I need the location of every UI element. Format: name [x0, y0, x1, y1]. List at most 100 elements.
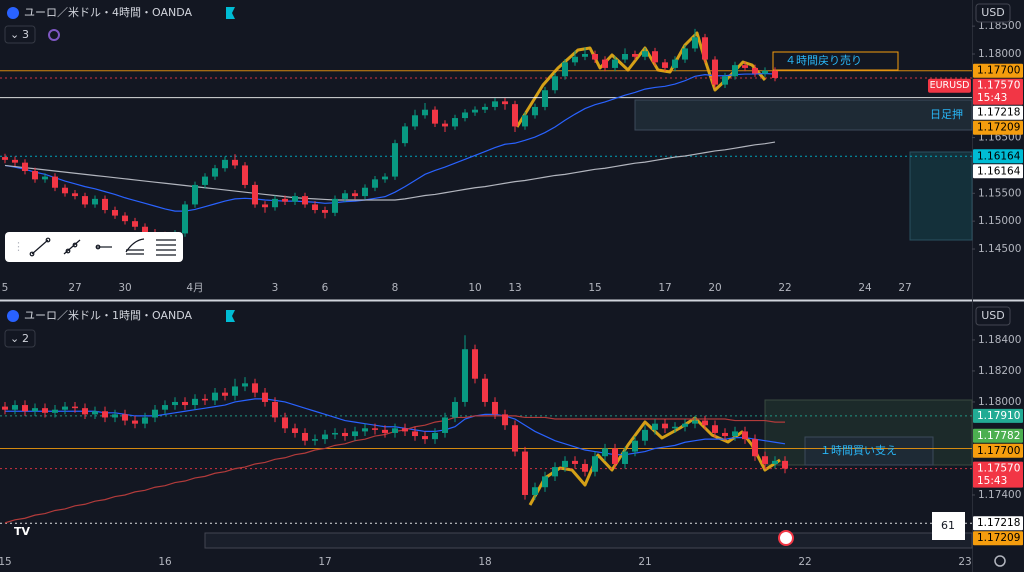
candle-body: [642, 429, 648, 441]
price-label-bg: [973, 461, 1023, 488]
candle-body: [422, 436, 428, 440]
candle-body: [132, 221, 138, 227]
price-label: 1.17782: [977, 430, 1020, 442]
candle-body: [522, 451, 528, 495]
price-label: 1.17910: [977, 410, 1020, 422]
candle-body: [352, 193, 358, 197]
x-tick-label: 27: [68, 282, 81, 294]
currency-label[interactable]: USD: [981, 6, 1005, 19]
candle-body: [672, 59, 678, 68]
fib-tool[interactable]: [125, 238, 145, 255]
candle-body: [52, 176, 58, 188]
candle-body: [362, 187, 368, 197]
candle-body: [422, 109, 428, 116]
indicator-toggle[interactable]: [4, 25, 36, 44]
currency-label[interactable]: USD: [981, 309, 1005, 322]
event-icon[interactable]: [778, 530, 794, 546]
trend-line-tool[interactable]: [29, 237, 51, 257]
candle-body: [472, 109, 478, 113]
y-tick-label: 1.18400: [978, 334, 1021, 346]
candle-body: [372, 179, 378, 188]
settings-icon[interactable]: [994, 555, 1006, 567]
candle-body: [532, 487, 538, 495]
price-label: 1.17218: [977, 107, 1020, 119]
parallel-tool[interactable]: [156, 239, 176, 256]
candle-body: [322, 434, 328, 440]
x-tick-label: 22: [778, 282, 791, 294]
y-tick-label: 1.17400: [978, 489, 1021, 501]
drag-handle[interactable]: ⋮: [13, 240, 24, 253]
candle-body: [152, 409, 158, 418]
candle-body: [772, 460, 778, 464]
candle-body: [292, 196, 298, 202]
x-tick-label: 30: [118, 282, 131, 294]
x-tick-label: 4月: [186, 282, 203, 294]
indicator-count[interactable]: 3: [22, 28, 29, 41]
candle-body: [612, 59, 618, 68]
candle-body: [442, 123, 448, 127]
candle-body: [342, 193, 348, 199]
candle-body: [52, 409, 58, 413]
candle-body: [512, 425, 518, 452]
annotation-box: [804, 436, 934, 466]
candle-body: [262, 392, 268, 402]
candle-body: [672, 426, 678, 429]
candle-body: [412, 115, 418, 127]
y-tick-label: 1.18200: [978, 365, 1021, 377]
price-label: 1.17700: [977, 65, 1020, 77]
y-tick-label: 1.15000: [978, 215, 1021, 227]
candle-body: [122, 215, 128, 222]
candle-body: [712, 425, 718, 433]
price-label-bg: [973, 63, 1023, 78]
candle-body: [322, 210, 328, 213]
currency-button[interactable]: [975, 3, 1011, 23]
flag-icon: [226, 310, 235, 322]
candle-body: [302, 196, 308, 205]
indicator-count[interactable]: 2: [22, 332, 29, 345]
candle-body: [702, 420, 708, 426]
x-tick-label: 27: [898, 282, 911, 294]
candle-body: [32, 408, 38, 412]
candle-body: [572, 56, 578, 63]
candle-body: [22, 162, 28, 172]
candle-body: [442, 417, 448, 433]
candle-body: [212, 168, 218, 177]
candle-body: [462, 349, 468, 402]
price-label-bg: [973, 149, 1023, 164]
candle-body: [692, 37, 698, 49]
x-tick-label: 21: [638, 556, 651, 568]
candle-body: [142, 417, 148, 424]
candle-body: [262, 204, 268, 208]
currency-button[interactable]: [975, 306, 1011, 326]
candle-body: [552, 76, 558, 91]
price-label-bg: [973, 105, 1023, 120]
candle-body: [452, 401, 458, 418]
candle-body: [772, 70, 778, 78]
price-label-bg: [973, 408, 1023, 423]
indicator-icon[interactable]: [48, 29, 60, 41]
ray-tool[interactable]: [63, 239, 81, 255]
candle-body: [312, 204, 318, 211]
candle-body: [752, 67, 758, 74]
candle-body: [42, 176, 48, 180]
candle-body: [342, 432, 348, 437]
price-label-bg: [973, 516, 1023, 531]
candle-body: [132, 420, 138, 424]
candle-body: [542, 476, 548, 488]
candle-body: [632, 53, 638, 57]
candle-body: [682, 423, 688, 427]
candle-body: [252, 383, 258, 393]
candle-body: [82, 196, 88, 205]
symbol-tag-bg: [928, 78, 971, 93]
price-label: 1.17570: [977, 80, 1020, 92]
candle-body: [192, 398, 198, 406]
candle-body: [112, 210, 118, 216]
candle-body: [182, 204, 188, 234]
horizontal-ray-tool[interactable]: [95, 244, 112, 250]
candle-body: [222, 392, 228, 396]
candle-body: [202, 176, 208, 185]
candle-body: [142, 226, 148, 233]
candle-body: [602, 59, 608, 68]
indicator-toggle[interactable]: [4, 329, 36, 348]
annotation-text: ４時間戻り売り: [785, 54, 862, 67]
